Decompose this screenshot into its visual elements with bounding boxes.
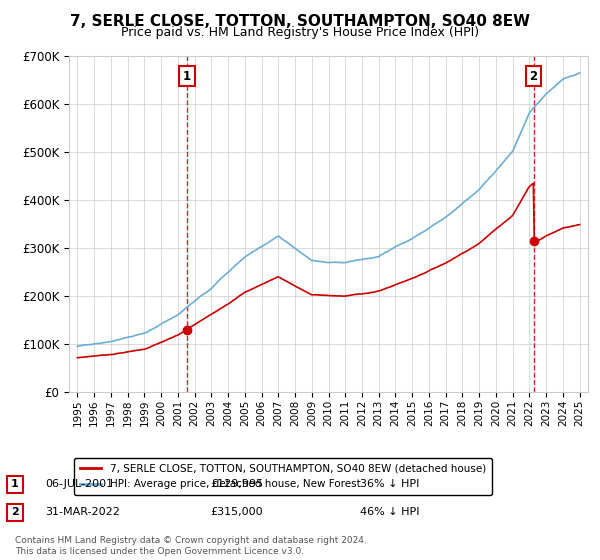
Text: £129,995: £129,995 [210, 479, 263, 489]
Text: 2: 2 [530, 69, 538, 83]
Text: 1: 1 [11, 479, 19, 489]
Text: 06-JUL-2001: 06-JUL-2001 [45, 479, 113, 489]
Text: 1: 1 [183, 69, 191, 83]
Text: 46% ↓ HPI: 46% ↓ HPI [360, 507, 419, 517]
Text: 7, SERLE CLOSE, TOTTON, SOUTHAMPTON, SO40 8EW: 7, SERLE CLOSE, TOTTON, SOUTHAMPTON, SO4… [70, 14, 530, 29]
Text: 36% ↓ HPI: 36% ↓ HPI [360, 479, 419, 489]
Text: 31-MAR-2022: 31-MAR-2022 [45, 507, 120, 517]
Text: £315,000: £315,000 [210, 507, 263, 517]
Text: Contains HM Land Registry data © Crown copyright and database right 2024.
This d: Contains HM Land Registry data © Crown c… [15, 536, 367, 556]
Legend: 7, SERLE CLOSE, TOTTON, SOUTHAMPTON, SO40 8EW (detached house), HPI: Average pri: 7, SERLE CLOSE, TOTTON, SOUTHAMPTON, SO4… [74, 458, 492, 496]
Text: 2: 2 [11, 507, 19, 517]
Text: Price paid vs. HM Land Registry's House Price Index (HPI): Price paid vs. HM Land Registry's House … [121, 26, 479, 39]
